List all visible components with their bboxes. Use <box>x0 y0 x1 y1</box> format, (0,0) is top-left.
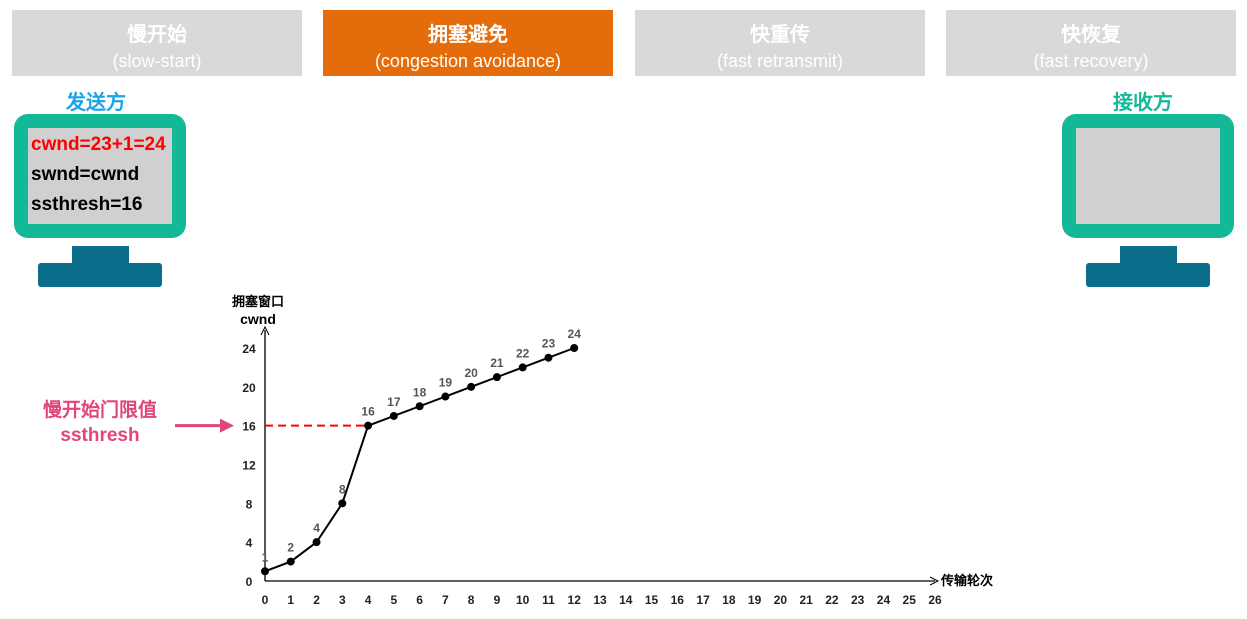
tab-title: 拥塞避免 <box>428 24 508 46</box>
tab-subtitle: (slow-start) <box>112 51 202 71</box>
x-tick-label: 16 <box>671 593 685 607</box>
x-tick-label: 23 <box>851 593 865 607</box>
y-tick-label: 20 <box>242 381 256 395</box>
tab-subtitle: (congestion avoidance) <box>374 51 562 71</box>
data-point <box>441 392 450 401</box>
data-point <box>261 567 269 576</box>
data-label: 8 <box>339 482 346 496</box>
x-tick-label: 18 <box>722 593 736 607</box>
y-tick-label: 4 <box>246 536 253 550</box>
x-tick-label: 5 <box>391 593 398 607</box>
sender-monitor: cwnd=23+1=24 swnd=cwnd ssthresh=16 <box>14 114 186 238</box>
x-tick-label: 13 <box>593 593 607 607</box>
data-point <box>492 373 501 382</box>
y-axis-arrow <box>260 325 270 336</box>
data-label: 23 <box>542 337 556 351</box>
data-label: 4 <box>313 521 320 535</box>
sender-stand <box>72 246 129 266</box>
ssthresh-annotation: 慢开始门限值 ssthresh <box>30 398 170 448</box>
ssthresh-line: ssthresh=16 <box>31 194 143 215</box>
series-line <box>264 347 575 573</box>
y-tick-label: 8 <box>246 497 253 511</box>
data-point <box>544 353 553 362</box>
x-tick-label: 6 <box>416 593 423 607</box>
data-point <box>518 363 527 372</box>
x-axis-arrow <box>929 576 940 586</box>
data-point <box>338 499 347 508</box>
x-tick-label: 4 <box>365 593 372 607</box>
sender-screen: cwnd=23+1=24 swnd=cwnd ssthresh=16 <box>28 128 172 224</box>
x-tick-label: 19 <box>748 593 762 607</box>
tab-subtitle: (fast retransmit) <box>716 51 844 71</box>
receiver-base <box>1086 263 1210 287</box>
x-tick-label: 21 <box>799 593 813 607</box>
x-tick-label: 3 <box>339 593 346 607</box>
data-label: 1 <box>262 550 269 564</box>
data-point <box>286 557 295 566</box>
x-tick-label: 26 <box>928 593 942 607</box>
receiver-stand <box>1120 246 1177 266</box>
x-tick-label: 15 <box>645 593 659 607</box>
x-tick-label: 11 <box>542 593 555 607</box>
x-tick-label: 22 <box>825 593 839 607</box>
data-point <box>415 402 424 411</box>
data-label: 21 <box>490 356 504 370</box>
x-tick-label: 9 <box>494 593 501 607</box>
receiver-monitor <box>1062 114 1234 238</box>
y-tick-label: 24 <box>242 342 256 356</box>
tab-title: 快恢复 <box>1061 24 1121 46</box>
tab-3[interactable]: 快恢复 (fast recovery) <box>946 10 1236 76</box>
x-tick-label: 24 <box>877 593 891 607</box>
x-tick-label: 10 <box>516 593 530 607</box>
data-point <box>389 411 398 420</box>
data-label: 18 <box>413 385 427 399</box>
data-point <box>312 538 321 547</box>
data-point <box>570 344 579 352</box>
annotation-line1: 慢开始门限值 <box>42 400 157 421</box>
arrow-right-icon <box>220 418 234 433</box>
receiver-label: 接收方 <box>1113 92 1173 114</box>
y-tick-label: 16 <box>242 420 256 434</box>
data-label: 2 <box>287 541 294 555</box>
data-label: 17 <box>387 395 401 409</box>
tab-2[interactable]: 快重传 (fast retransmit) <box>635 10 925 76</box>
x-tick-label: 14 <box>619 593 633 607</box>
tab-1[interactable]: 拥塞避免 (congestion avoidance) <box>323 10 613 76</box>
swnd-line: swnd=cwnd <box>31 164 140 185</box>
data-point <box>467 382 476 391</box>
x-tick-label: 12 <box>568 593 582 607</box>
data-point <box>364 421 373 430</box>
y-tick-label: 12 <box>242 459 256 473</box>
data-label: 22 <box>516 346 530 360</box>
cwnd-line: cwnd=23+1=24 <box>31 134 166 155</box>
data-label: 24 <box>568 327 582 341</box>
x-tick-label: 0 <box>262 593 269 607</box>
sender-label: 发送方 <box>66 92 126 114</box>
x-tick-label: 20 <box>774 593 788 607</box>
data-label: 19 <box>439 376 453 390</box>
data-label: 20 <box>464 366 478 380</box>
x-tick-label: 25 <box>903 593 917 607</box>
x-tick-label: 17 <box>696 593 710 607</box>
tab-title: 慢开始 <box>127 24 187 46</box>
sender-base <box>38 263 162 287</box>
data-label: 16 <box>361 405 375 419</box>
y-tick-label: 0 <box>246 575 253 589</box>
y-axis-label-2: cwnd <box>240 311 276 327</box>
y-axis-label-1: 拥塞窗口 <box>232 294 284 309</box>
x-tick-label: 1 <box>287 593 294 607</box>
tab-0[interactable]: 慢开始 (slow-start) <box>12 10 302 76</box>
annotation-line2: ssthresh <box>60 425 140 446</box>
x-axis-label: 传输轮次 <box>940 573 993 588</box>
x-tick-label: 8 <box>468 593 475 607</box>
tab-subtitle: (fast recovery) <box>1033 51 1149 71</box>
x-tick-label: 2 <box>313 593 320 607</box>
x-tick-label: 7 <box>442 593 449 607</box>
receiver-screen <box>1076 128 1220 224</box>
tab-title: 快重传 <box>750 24 810 46</box>
